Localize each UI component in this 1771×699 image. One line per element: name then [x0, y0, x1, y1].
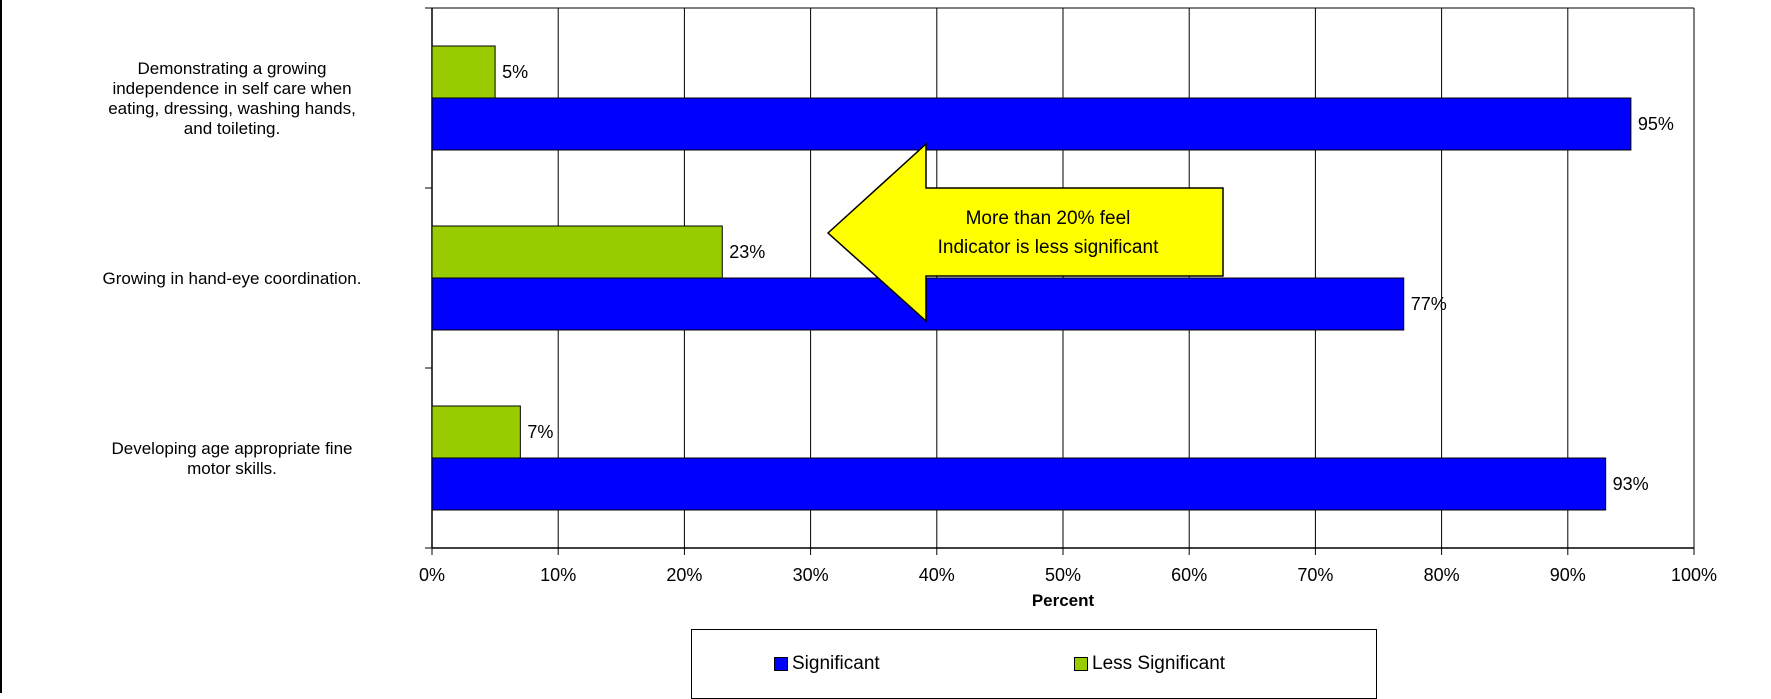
- bar-less-significant: [431, 405, 521, 459]
- data-label-significant: 93%: [1613, 474, 1649, 494]
- x-axis-title: Percent: [1032, 591, 1095, 610]
- category-label: motor skills.: [187, 459, 277, 478]
- data-label-significant: 77%: [1411, 294, 1447, 314]
- x-tick-label: 30%: [793, 565, 829, 585]
- category-label: independence in self care when: [112, 79, 351, 98]
- x-tick-label: 80%: [1424, 565, 1460, 585]
- legend: Significant Less Significant: [691, 629, 1377, 699]
- legend-label-less-significant: Less Significant: [1092, 653, 1226, 674]
- x-tick-label: 10%: [540, 565, 576, 585]
- legend-item-significant: Significant: [774, 653, 880, 675]
- data-label-less-significant: 23%: [729, 242, 765, 262]
- category-label: Developing age appropriate fine: [111, 439, 352, 458]
- bar-less-significant: [431, 45, 496, 99]
- callout-text-line: More than 20% feel: [966, 208, 1131, 229]
- bar-significant: [431, 457, 1607, 511]
- x-tick-label: 60%: [1171, 565, 1207, 585]
- x-tick-label: 70%: [1297, 565, 1333, 585]
- legend-swatch-less-significant: [1074, 657, 1088, 671]
- legend-item-less-significant: Less Significant: [1074, 653, 1225, 675]
- callout-text-line: Indicator is less significant: [938, 237, 1159, 258]
- legend-label-significant: Significant: [792, 653, 880, 674]
- data-label-less-significant: 5%: [502, 62, 528, 82]
- x-tick-label: 50%: [1045, 565, 1081, 585]
- x-tick-label: 20%: [666, 565, 702, 585]
- category-label: Growing in hand-eye coordination.: [103, 269, 362, 288]
- bar-less-significant: [431, 225, 723, 279]
- x-tick-label: 100%: [1671, 565, 1717, 585]
- x-tick-label: 90%: [1550, 565, 1586, 585]
- x-tick-label: 0%: [419, 565, 445, 585]
- category-label: Demonstrating a growing: [138, 59, 327, 78]
- category-label: and toileting.: [184, 119, 280, 138]
- legend-swatch-significant: [774, 657, 788, 671]
- category-label: eating, dressing, washing hands,: [108, 99, 356, 118]
- data-label-less-significant: 7%: [527, 422, 553, 442]
- bar-significant: [431, 97, 1632, 151]
- callout-arrow: [826, 142, 1224, 323]
- x-tick-label: 40%: [919, 565, 955, 585]
- data-label-significant: 95%: [1638, 114, 1674, 134]
